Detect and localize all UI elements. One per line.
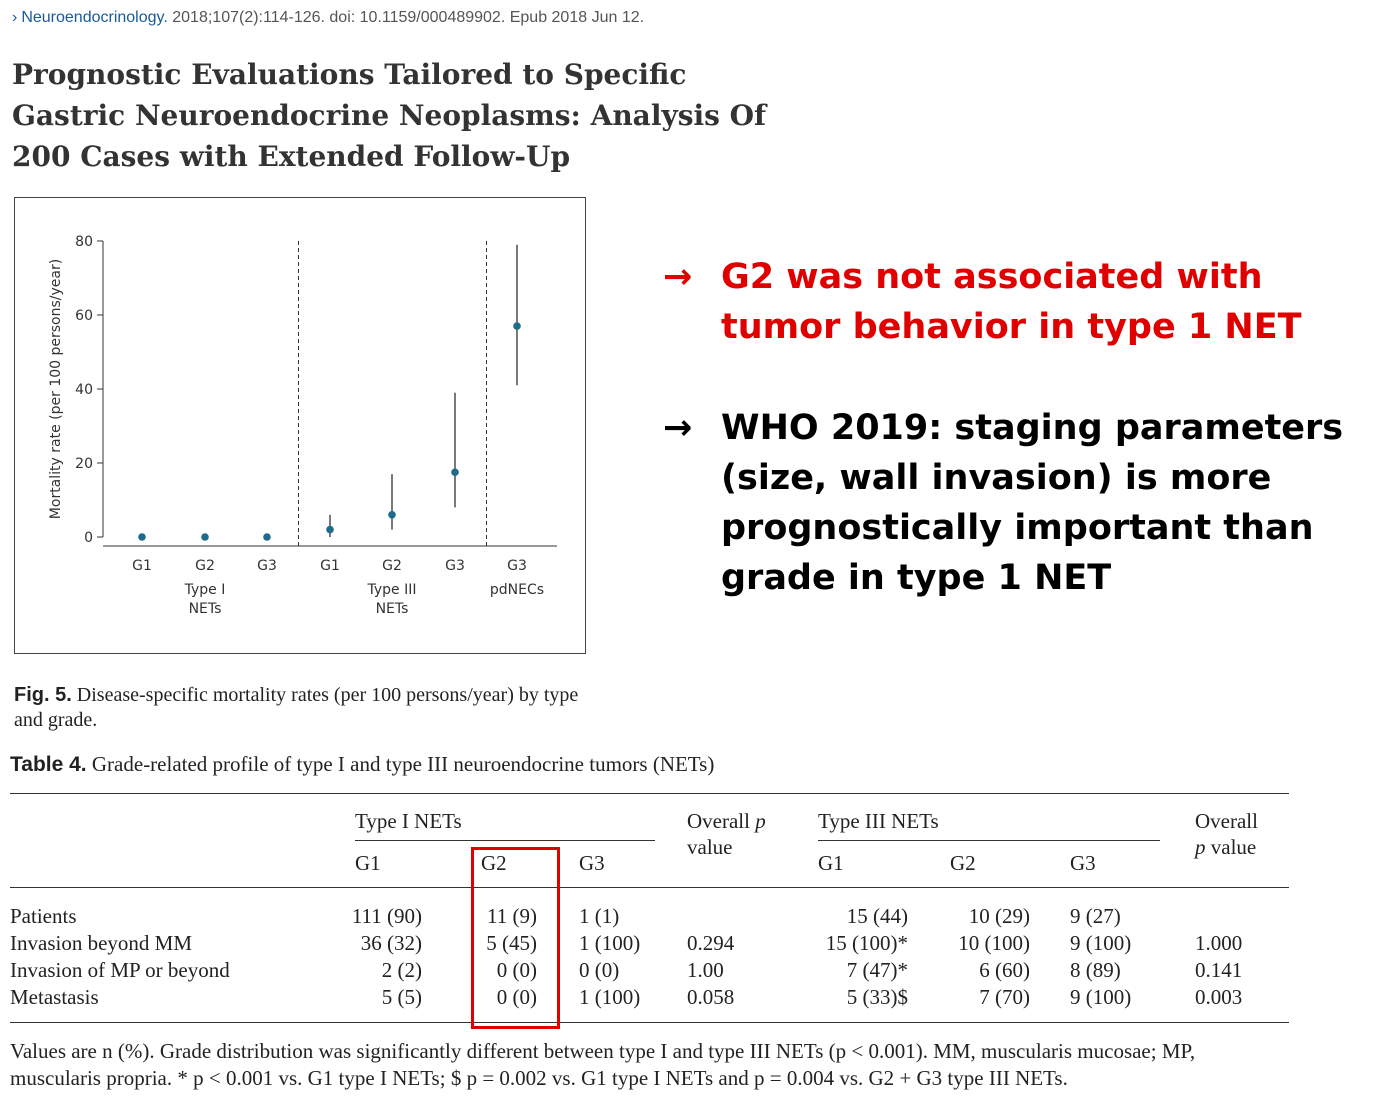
figure-5: 0 20 40 60 80 Mortality rate (per 100 persons… [14,197,586,654]
data-point [263,533,271,541]
cell-type3-g3: 9 (100) [1070,985,1132,1009]
row-label: Metastasis [10,985,99,1009]
citation-details: 2018;107(2):114-126. doi: 10.1159/000489… [172,9,645,26]
subheader-g3-type3: G3 [1070,851,1096,875]
y-tick-label: 80 [75,234,93,250]
subheader-g2: G2 [481,851,507,875]
cell-type3-g1: 7 (47)* [846,958,908,982]
journal-link[interactable]: Neuroendocrinology. [21,9,168,26]
cell-type3-g1: 15 (100)* [825,931,908,955]
y-tick-label: 40 [75,382,93,398]
cell-overall2: 1.000 [1195,931,1243,955]
figure-caption: Fig. 5. Disease-specific mortality rates… [14,683,604,733]
group-label: NETs [189,601,222,617]
chevron-right-icon: › [12,9,18,26]
row-label: Invasion of MP or beyond [10,958,230,982]
cell-type3-g3: 9 (100) [1070,931,1132,955]
group1-rule [355,840,655,841]
subheader-g1: G1 [355,851,381,875]
data-point [513,322,521,330]
header-overall2: Overall [1195,809,1258,833]
cell-overall1: 0.058 [687,985,735,1009]
note-g2-text: G2 was not associated with tumor behavio… [721,257,1302,347]
citation: › Neuroendocrinology. 2018;107(2):114-126… [12,9,644,27]
y-axis-label: Mortality rate (per 100 persons/year) [48,259,64,519]
x-tick-label: G3 [507,558,527,574]
arrow-right-icon: → [663,257,693,297]
table-caption: Table 4. Grade-related profile of type I… [10,752,714,777]
cell-type3-g1: 5 (33)$ [846,985,908,1009]
article-title: Prognostic Evaluations Tailored to Speci… [12,58,767,173]
subheader-g2-type3: G2 [950,851,976,875]
cell-overall1: 1.00 [687,958,724,982]
mortality-chart: 0 20 40 60 80 Mortality rate (per 100 persons… [48,234,557,617]
header-bottom-rule [10,887,1289,888]
cell-type1-g2: 0 (0) [496,958,537,982]
x-tick-label: G2 [195,558,215,574]
table-bottom-rule [10,1022,1289,1023]
cell-type3-g3: 9 (27) [1070,904,1121,928]
y-tick-label: 0 [84,530,93,546]
cell-overall2: 0.003 [1195,985,1243,1009]
group2-rule [818,840,1160,841]
note-g2: → G2 was not associated with tumor behav… [663,252,1361,352]
group-label: Type III [367,582,417,598]
subheader-g1-type3: G1 [818,851,844,875]
data-point [451,468,459,477]
cell-type3-g2: 10 (100) [958,931,1030,955]
x-tick-label: G2 [382,558,402,574]
table-label: Table 4. [10,753,87,776]
x-tick-label: G1 [132,558,152,574]
figure-caption-text: Disease-specific mortality rates (per 10… [14,684,579,731]
header-type1: Type I NETs [355,809,462,833]
cell-type1-g3: 1 (1) [579,904,620,928]
cell-type1-g2: 5 (45) [486,931,537,955]
cell-type1-g1: 36 (32) [360,931,422,955]
note-who-2019-text: WHO 2019: staging parameters (size, wall… [721,408,1344,598]
header-overall1: Overall p [687,809,766,833]
group-label: pdNECs [490,582,544,598]
cell-type1-g1: 111 (90) [351,904,422,928]
note-who-2019: → WHO 2019: staging parameters (size, wa… [663,403,1376,603]
data-point [326,525,334,534]
subheader-g3: G3 [579,851,605,875]
cell-overall2: 0.141 [1195,958,1243,982]
cell-type3-g3: 8 (89) [1070,958,1121,982]
cell-type3-g2: 10 (29) [968,904,1030,928]
header-type3: Type III NETs [818,809,939,833]
cell-type1-g1: 2 (2) [381,958,422,982]
group-label: Type I [184,582,226,598]
header-overall2-line2: p value [1195,835,1257,859]
data-point [201,533,209,541]
cell-type1-g3: 0 (0) [579,958,620,982]
row-label: Invasion beyond MM [10,931,192,955]
y-tick-label: 20 [75,456,93,472]
header-overall1-line2: value [687,835,733,859]
data-point [138,533,146,541]
group-label: NETs [376,601,409,617]
table-caption-text: Grade-related profile of type I and type… [86,752,715,776]
figure-label: Fig. 5. [14,684,72,706]
cell-type1-g1: 5 (5) [381,985,422,1009]
arrow-right-icon: → [663,408,693,448]
y-tick-label: 60 [75,308,93,324]
cell-type3-g1: 15 (44) [846,904,908,928]
g2-highlight-box [471,847,560,1029]
table-top-rule [10,793,1289,794]
x-tick-label: G3 [257,558,277,574]
cell-overall1: 0.294 [687,931,735,955]
x-tick-label: G1 [320,558,340,574]
cell-type1-g2: 0 (0) [496,985,537,1009]
table-footnote: Values are n (%). Grade distribution was… [10,1039,1196,1090]
data-point [388,511,396,519]
cell-type3-g2: 7 (70) [979,985,1030,1009]
cell-type1-g2: 11 (9) [487,904,537,928]
cell-type3-g2: 6 (60) [979,958,1030,982]
row-label: Patients [10,904,77,928]
cell-type1-g3: 1 (100) [579,931,641,955]
x-tick-label: G3 [445,558,465,574]
cell-type1-g3: 1 (100) [579,985,641,1009]
